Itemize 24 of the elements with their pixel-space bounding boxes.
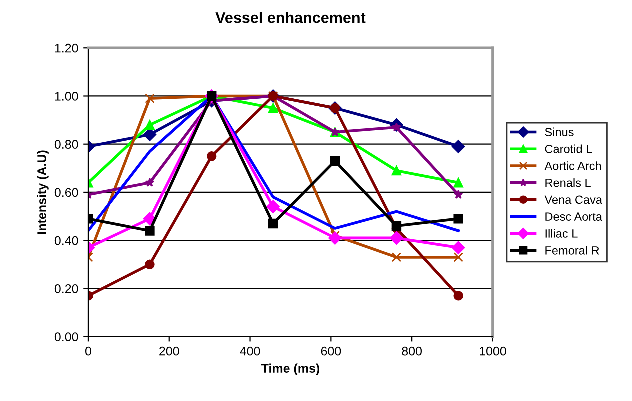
legend-label: Carotid L bbox=[545, 144, 592, 154]
y-tick-label: 0.80 bbox=[54, 140, 78, 150]
x-tick-label: 800 bbox=[402, 346, 422, 356]
x-tick-label: 600 bbox=[321, 346, 342, 356]
y-tick-label: 1.20 bbox=[55, 44, 78, 53]
legend-label: Femoral R bbox=[546, 246, 600, 255]
y-axis-title: Intensity (A.U) bbox=[37, 150, 49, 234]
legend-label: Renals L bbox=[546, 178, 591, 188]
legend-label: Desc Aorta bbox=[546, 212, 602, 222]
chart-title: Vessel enhancement bbox=[216, 12, 366, 24]
y-tick-label: 0.40 bbox=[54, 236, 78, 246]
x-tick-label: 200 bbox=[160, 346, 180, 356]
x-tick-label: 1000 bbox=[480, 346, 506, 356]
legend-label: Vena Cava bbox=[544, 196, 602, 204]
x-tick-label: 0 bbox=[85, 346, 92, 356]
legend-label: Illiac L bbox=[546, 229, 578, 238]
y-tick-label: 1.00 bbox=[55, 92, 78, 101]
x-axis-title: Time (ms) bbox=[261, 364, 320, 376]
legend-label: Sinus bbox=[545, 128, 574, 136]
y-tick-label: 0.60 bbox=[54, 188, 78, 198]
x-tick-label: 400 bbox=[240, 346, 260, 356]
y-tick-label: 0.00 bbox=[54, 332, 78, 342]
legend-label: Aortic Arch bbox=[544, 162, 602, 170]
y-tick-label: 0.20 bbox=[54, 284, 78, 294]
